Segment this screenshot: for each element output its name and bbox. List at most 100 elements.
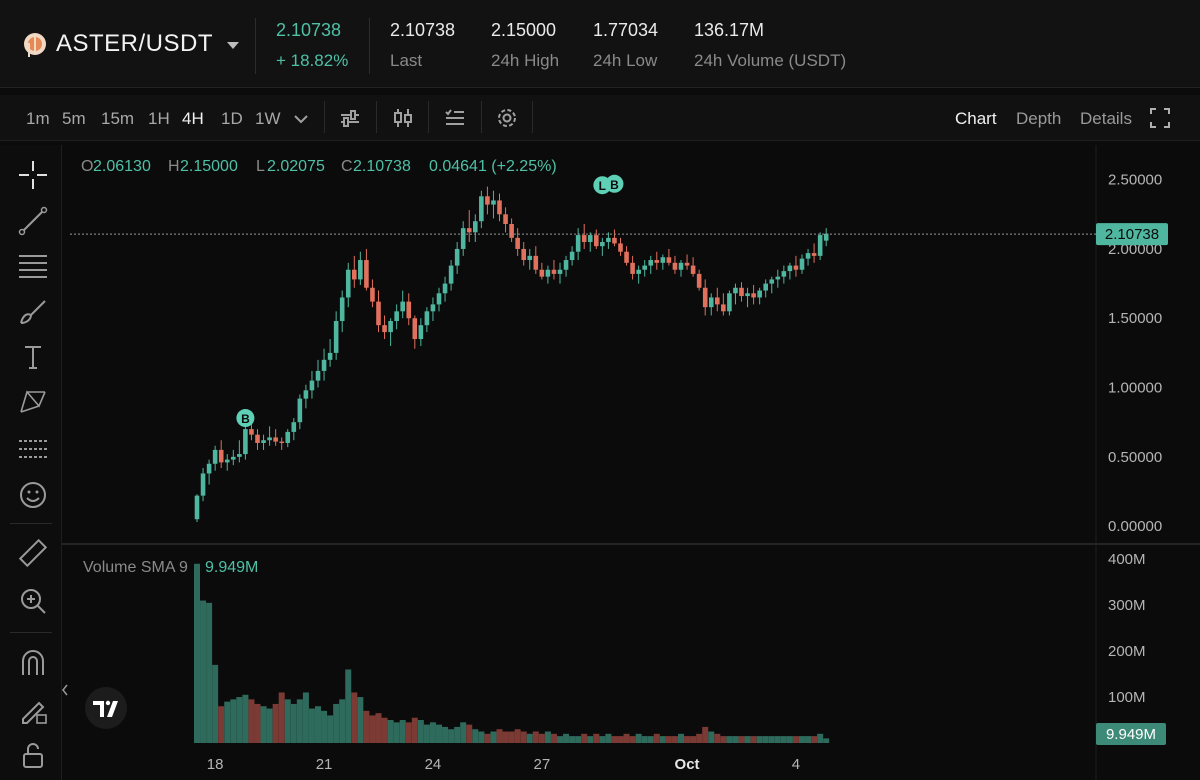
volume-bar — [224, 701, 231, 743]
stat-label: 24h Low — [593, 51, 658, 70]
tab-chart[interactable]: Chart — [955, 109, 997, 128]
candle-body — [327, 352, 333, 360]
price-chart-area[interactable]: 2.50000 2.00000 1.50000 1.00000 0.50000 0.000… — [62, 145, 1200, 780]
brush-icon[interactable] — [17, 295, 49, 327]
candle-body — [575, 235, 581, 252]
pair-selector[interactable]: ASTER/USDT — [24, 30, 240, 58]
settings-gear-icon[interactable] — [496, 107, 518, 129]
timeframe-1d[interactable]: 1D — [221, 109, 243, 128]
collapse-sidebar-icon[interactable] — [62, 684, 68, 696]
candle-body — [218, 449, 224, 463]
checklist-icon[interactable] — [444, 107, 466, 129]
volume-bar — [284, 699, 291, 743]
timeframe-4h[interactable]: 4H — [182, 109, 204, 128]
candle-body — [793, 265, 799, 270]
chevron-down-icon[interactable] — [290, 108, 312, 130]
horizontal-lines-icon[interactable] — [17, 250, 49, 282]
volume-bar — [557, 736, 563, 743]
tab-details[interactable]: Details — [1080, 109, 1132, 128]
indicators-icon[interactable] — [339, 107, 361, 129]
volume-bar — [236, 697, 243, 743]
volume-bar — [768, 736, 775, 743]
candle-body — [285, 431, 291, 443]
volume-axis-tick: 400M — [1108, 551, 1146, 568]
volume-bar — [623, 733, 630, 743]
volume-bar — [411, 717, 418, 743]
candle-body — [636, 269, 641, 274]
candle-body — [454, 248, 460, 266]
crosshair-icon[interactable] — [17, 159, 49, 191]
volume-bar — [357, 697, 364, 743]
candle-body — [509, 224, 514, 238]
candle-body — [206, 463, 212, 474]
volume-bar — [478, 731, 485, 743]
candle-body — [727, 293, 732, 312]
divider — [369, 18, 370, 74]
tradingview-logo-icon[interactable] — [85, 687, 127, 729]
timeframe-5m[interactable]: 5m — [62, 109, 86, 128]
volume-bar — [242, 694, 249, 743]
volume-bar — [599, 736, 606, 743]
volume-bar — [363, 710, 370, 743]
candle-body — [297, 398, 303, 423]
candle-body — [418, 325, 424, 340]
candle-body — [267, 437, 272, 441]
volume-bar — [762, 736, 769, 743]
stat-value: 2.10738 — [390, 20, 456, 40]
candle-body — [660, 257, 666, 263]
volume-bar — [460, 722, 467, 743]
divider — [10, 632, 52, 633]
candle-body — [424, 311, 430, 326]
candle-body — [448, 265, 454, 284]
volume-bar — [327, 715, 334, 743]
ruler-icon[interactable] — [17, 537, 49, 569]
time-axis-tick: 24 — [425, 756, 442, 773]
stat-24h-volume: 136.17M 24h Volume (USDT) — [694, 20, 846, 71]
volume-legend-label: Volume SMA 9 — [83, 559, 188, 576]
volume-bar — [254, 703, 261, 743]
magnet-icon[interactable] — [17, 647, 49, 679]
measure-lines-icon[interactable] — [17, 433, 49, 465]
price-axis-tick: 2.50000 — [1108, 172, 1162, 189]
ohlc-l-label: L — [256, 158, 265, 175]
candlestick-chart[interactable]: 2.50000 2.00000 1.50000 1.00000 0.50000 0.000… — [62, 145, 1200, 780]
volume-bar — [792, 736, 799, 743]
volume-bar — [647, 736, 654, 743]
unlock-icon[interactable] — [17, 739, 49, 771]
candle-body — [243, 429, 248, 455]
timeframe-1w[interactable]: 1W — [255, 109, 281, 128]
text-tool-icon[interactable] — [17, 341, 49, 373]
time-axis-tick: 18 — [207, 756, 224, 773]
trend-line-icon[interactable] — [17, 205, 49, 237]
candle-body — [303, 390, 309, 399]
zoom-in-icon[interactable] — [17, 585, 49, 617]
volume-bar — [260, 706, 267, 743]
volume-bar — [442, 726, 449, 743]
candle-body — [249, 429, 254, 435]
volume-bar — [321, 710, 328, 743]
volume-bar — [720, 736, 727, 743]
volume-bar — [351, 692, 358, 743]
timeframe-1m[interactable]: 1m — [26, 109, 50, 128]
volume-bar — [550, 733, 557, 743]
candle-body — [606, 237, 611, 243]
fullscreen-icon[interactable] — [1149, 107, 1171, 129]
emoji-icon[interactable] — [17, 479, 49, 511]
volume-bar — [641, 736, 648, 743]
candle-body — [721, 304, 726, 312]
timeframe-1h[interactable]: 1H — [148, 109, 170, 128]
time-axis-tick: 27 — [534, 756, 551, 773]
volume-legend-value: 9.949M — [205, 559, 258, 576]
ohlc-close: 2.10738 — [353, 158, 411, 175]
timeframe-15m[interactable]: 15m — [101, 109, 135, 128]
trade-marker-icon[interactable] — [236, 409, 255, 428]
lock-drawing-icon[interactable] — [17, 693, 49, 725]
volume-bar — [278, 692, 285, 743]
candlestick-type-icon[interactable] — [392, 107, 414, 129]
trade-marker-icon[interactable] — [605, 174, 624, 193]
pattern-tool-icon[interactable] — [17, 386, 49, 418]
last-price-badge — [1096, 223, 1168, 246]
volume-bar — [454, 726, 461, 743]
candle-body — [345, 269, 351, 298]
tab-depth[interactable]: Depth — [1016, 109, 1062, 128]
